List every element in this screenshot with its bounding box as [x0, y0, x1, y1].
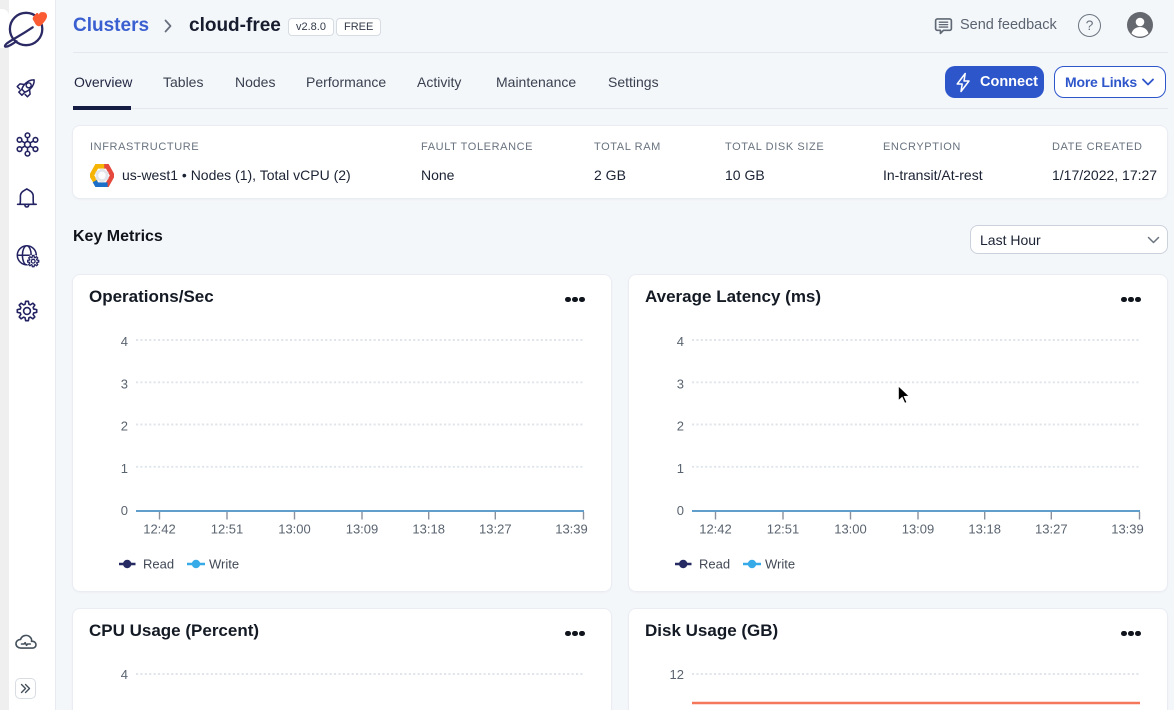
- svg-text:13:27: 13:27: [479, 522, 512, 537]
- svg-text:3: 3: [121, 377, 128, 392]
- svg-text:0: 0: [677, 503, 684, 518]
- svg-text:Write: Write: [209, 556, 239, 571]
- svg-text:12:42: 12:42: [699, 522, 732, 537]
- svg-text:13:39: 13:39: [1111, 522, 1144, 537]
- svg-text:3: 3: [677, 377, 684, 392]
- svg-text:12:51: 12:51: [211, 522, 244, 537]
- svg-text:13:18: 13:18: [968, 522, 1001, 537]
- svg-text:2: 2: [677, 419, 684, 434]
- svg-text:13:27: 13:27: [1035, 522, 1068, 537]
- svg-text:13:09: 13:09: [346, 522, 379, 537]
- svg-text:12:51: 12:51: [767, 522, 800, 537]
- svg-text:Read: Read: [699, 556, 730, 571]
- svg-text:1: 1: [121, 461, 128, 476]
- svg-text:13:00: 13:00: [278, 522, 311, 537]
- svg-text:4: 4: [121, 667, 128, 682]
- svg-text:4: 4: [121, 334, 128, 349]
- svg-text:4: 4: [677, 334, 684, 349]
- svg-text:0: 0: [121, 503, 128, 518]
- svg-text:12: 12: [670, 667, 684, 682]
- svg-text:Read: Read: [143, 556, 174, 571]
- svg-text:13:00: 13:00: [834, 522, 867, 537]
- svg-text:12:42: 12:42: [143, 522, 176, 537]
- svg-text:13:39: 13:39: [555, 522, 588, 537]
- svg-text:Write: Write: [765, 556, 795, 571]
- svg-text:1: 1: [677, 461, 684, 476]
- svg-text:13:09: 13:09: [902, 522, 935, 537]
- svg-text:13:18: 13:18: [412, 522, 445, 537]
- svg-text:2: 2: [121, 419, 128, 434]
